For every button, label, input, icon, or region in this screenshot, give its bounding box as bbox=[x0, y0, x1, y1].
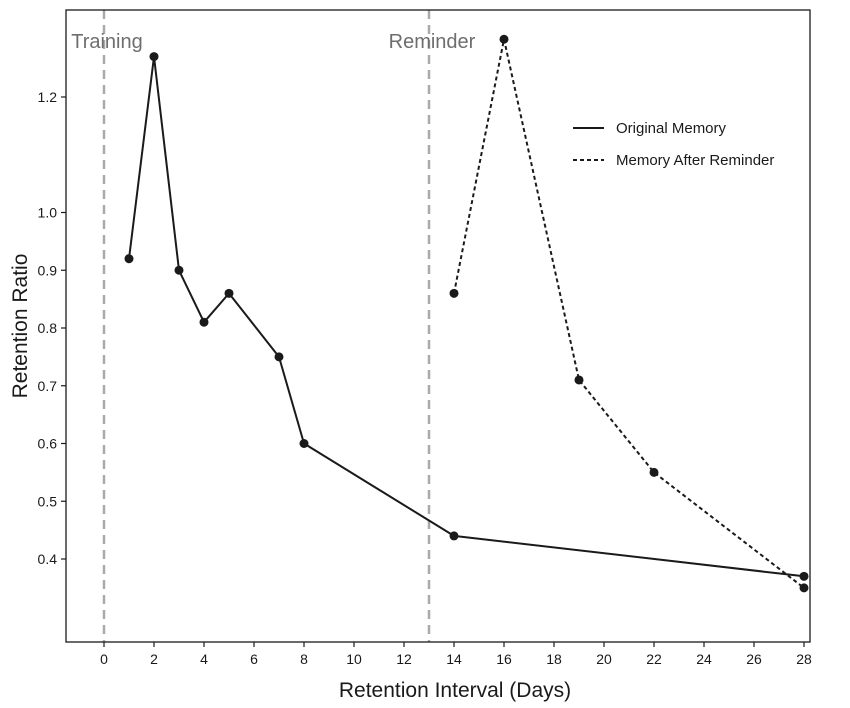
x-tick-label: 14 bbox=[446, 651, 462, 667]
legend: Original Memory Memory After Reminder bbox=[573, 120, 774, 169]
x-tick-label: 8 bbox=[300, 651, 308, 667]
data-point-original-memory bbox=[124, 254, 134, 264]
data-point-original-memory bbox=[149, 52, 159, 62]
data-point-original-memory bbox=[299, 439, 309, 448]
data-point-memory-after-reminder bbox=[449, 288, 459, 298]
series-points bbox=[124, 34, 809, 593]
x-tick-label: 26 bbox=[746, 651, 762, 667]
x-tick-label: 4 bbox=[200, 651, 208, 667]
y-tick-label: 0.4 bbox=[38, 551, 58, 567]
x-tick-label: 20 bbox=[596, 651, 612, 667]
y-tick-label: 0.6 bbox=[38, 436, 58, 452]
legend-label-memory-after-reminder: Memory After Reminder bbox=[616, 152, 774, 169]
vertical-reference-lines: Training Reminder bbox=[71, 10, 476, 642]
data-point-original-memory bbox=[224, 288, 234, 298]
plot-frame bbox=[65, 9, 811, 643]
y-tick-label: 1.2 bbox=[38, 89, 58, 105]
legend-label-original-memory: Original Memory bbox=[616, 120, 727, 137]
data-point-memory-after-reminder bbox=[574, 375, 584, 385]
y-tick-label: 0.8 bbox=[38, 320, 58, 336]
data-point-original-memory bbox=[799, 571, 809, 581]
vline-label-reminder: Reminder bbox=[389, 31, 476, 53]
y-tick-label: 1.0 bbox=[38, 205, 58, 221]
data-point-memory-after-reminder bbox=[499, 34, 509, 44]
x-tick-label: 16 bbox=[496, 651, 512, 667]
x-axis-title: Retention Interval (Days) bbox=[339, 679, 571, 702]
y-axis-title: Retention Ratio bbox=[9, 254, 32, 399]
x-tick-label: 0 bbox=[100, 651, 108, 667]
x-tick-label: 6 bbox=[250, 651, 258, 667]
y-tick-label: 0.7 bbox=[38, 378, 58, 394]
data-point-memory-after-reminder bbox=[799, 583, 809, 593]
x-tick-label: 22 bbox=[646, 651, 662, 667]
x-tick-label: 10 bbox=[346, 651, 362, 667]
y-tick-label: 0.5 bbox=[38, 493, 58, 509]
x-tick-label: 18 bbox=[546, 651, 562, 667]
data-point-original-memory bbox=[449, 531, 459, 541]
data-point-memory-after-reminder bbox=[649, 467, 659, 477]
x-tick-label: 2 bbox=[150, 651, 158, 667]
axes: 0 2 4 6 8 10 12 14 16 18 20 22 24 26 280.40.50.60.70.8… bbox=[38, 9, 812, 667]
data-point-original-memory bbox=[274, 352, 284, 362]
x-tick-label: 24 bbox=[696, 651, 712, 667]
data-point-original-memory bbox=[199, 317, 209, 327]
data-point-original-memory bbox=[174, 265, 184, 275]
x-tick-label: 12 bbox=[396, 651, 412, 667]
y-tick-label: 0.9 bbox=[38, 262, 58, 278]
x-tick-label: 28 bbox=[796, 651, 812, 667]
vline-label-training: Training bbox=[71, 31, 143, 53]
